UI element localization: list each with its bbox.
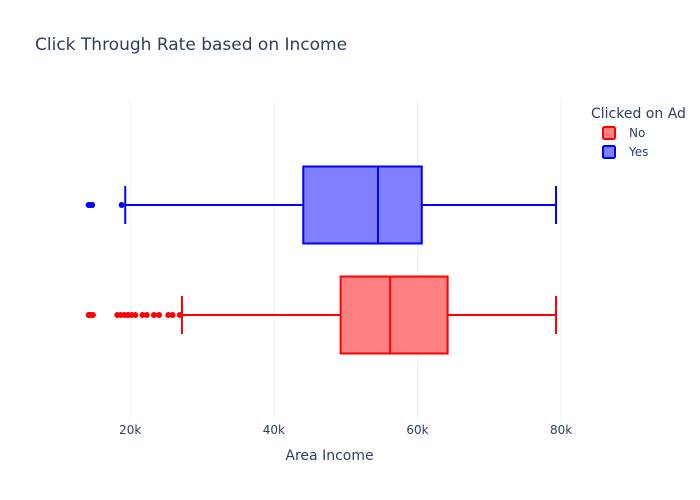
x-tick-label: 20k: [119, 423, 141, 437]
outlier-point: [169, 312, 176, 318]
legend-swatch: [602, 126, 616, 140]
legend-title: Clicked on Ad: [591, 106, 686, 122]
x-tick-label: 60k: [406, 423, 428, 437]
legend[interactable]: Clicked on Ad No Yes: [591, 106, 686, 159]
chart-title: Click Through Rate based on Income: [35, 35, 347, 55]
iqr-box: [302, 165, 423, 245]
x-axis-title: Area Income: [285, 448, 373, 464]
outlier-point: [155, 312, 162, 318]
outlier-point: [118, 202, 125, 208]
legend-label: No: [629, 126, 645, 140]
outlier-point: [139, 312, 146, 318]
legend-label: Yes: [628, 145, 648, 159]
outlier-point: [89, 202, 96, 208]
box-yes[interactable]: [85, 165, 558, 245]
legend-item-no[interactable]: No: [602, 126, 645, 140]
outlier-point: [89, 312, 96, 318]
legend-item-yes[interactable]: Yes: [602, 145, 648, 159]
x-tick-label: 40k: [263, 423, 285, 437]
box-no[interactable]: [85, 275, 558, 355]
outlier-point: [165, 312, 172, 318]
x-tick-label: 80k: [550, 423, 572, 437]
x-axis-ticks: 20k 40k 60k 80k: [119, 423, 572, 437]
legend-swatch: [602, 145, 616, 159]
outlier-point: [176, 312, 183, 318]
outlier-point: [150, 312, 157, 318]
iqr-box: [339, 275, 449, 355]
outlier-point: [143, 312, 150, 318]
x-gridlines: [129, 100, 562, 420]
box-series: [85, 165, 558, 355]
outlier-point: [132, 312, 139, 318]
